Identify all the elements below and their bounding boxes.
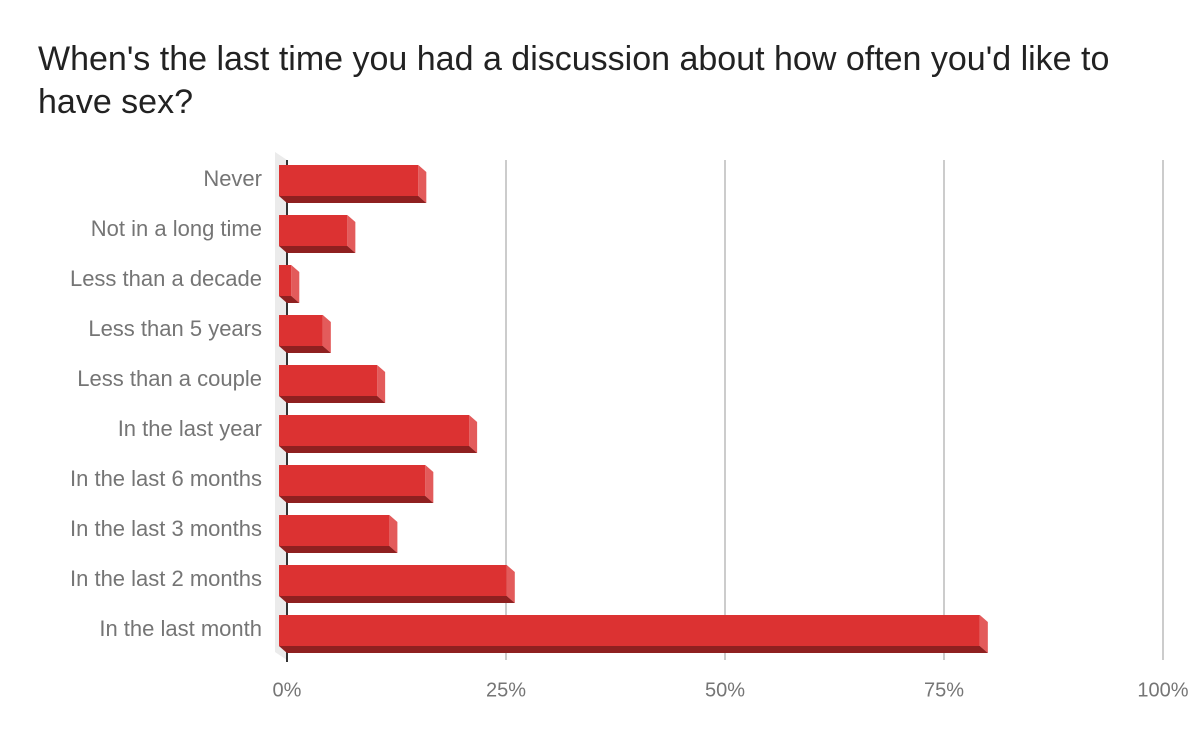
x-tick-label: 25%	[486, 679, 526, 701]
bar-side-shade	[347, 215, 356, 253]
bar-bottom-shade	[279, 246, 356, 253]
bar-front	[279, 515, 390, 546]
bar-side	[425, 465, 434, 503]
bar-front	[279, 615, 980, 646]
bar-bottom-shade	[279, 596, 515, 603]
y-tick-label: In the last 6 months	[70, 466, 262, 491]
y-tick-label: Never	[203, 166, 262, 191]
bar-bottom-shade	[279, 196, 427, 203]
bar-side-shade	[418, 165, 427, 203]
bar-bottom	[279, 646, 988, 653]
bar-bottom	[279, 396, 386, 403]
bar-bottom-shade	[279, 446, 478, 453]
bar-side-shade	[322, 315, 331, 353]
bar-side-shade	[506, 565, 515, 603]
x-tick-label: 0%	[273, 679, 302, 701]
bar-front	[279, 415, 470, 446]
bar-front	[279, 565, 507, 596]
bar	[279, 165, 427, 203]
bar-side-shade	[425, 465, 434, 503]
y-tick-label: In the last year	[118, 416, 262, 441]
x-tick-label: 75%	[924, 679, 964, 701]
bar-side	[389, 515, 398, 553]
bar	[279, 465, 434, 503]
bar-side-shade	[377, 365, 386, 403]
bar-bottom	[279, 446, 478, 453]
x-tick-label: 50%	[705, 679, 745, 701]
bar-bottom-shade	[279, 296, 300, 303]
bar-side	[506, 565, 515, 603]
bar-front	[279, 365, 378, 396]
bar	[279, 565, 515, 603]
bar-side	[291, 265, 300, 303]
bar-side-shade	[469, 415, 478, 453]
bar-bottom	[279, 546, 398, 553]
y-tick-label: In the last 2 months	[70, 566, 262, 591]
bar-front	[279, 315, 323, 346]
bar-bottom-shade	[279, 346, 331, 353]
bar-bottom-shade	[279, 646, 988, 653]
bar	[279, 365, 386, 403]
bar-side	[322, 315, 331, 353]
y-tick-label: In the last 3 months	[70, 516, 262, 541]
bar-bottom-shade	[279, 546, 398, 553]
chart-title: When's the last time you had a discussio…	[38, 40, 1110, 121]
y-tick-label: Not in a long time	[91, 216, 262, 241]
y-tick-label: Less than 5 years	[88, 316, 262, 341]
bar-front	[279, 215, 348, 246]
bar-side-shade	[389, 515, 398, 553]
bar-bottom	[279, 346, 331, 353]
bar	[279, 615, 988, 653]
bar	[279, 315, 331, 353]
bar-side	[418, 165, 427, 203]
bar-bottom-shade	[279, 496, 434, 503]
x-tick-label: 100%	[1137, 679, 1188, 701]
y-tick-label: Less than a couple	[77, 366, 262, 391]
bar	[279, 415, 478, 453]
bar-front	[279, 165, 419, 196]
bar-side	[979, 615, 988, 653]
y-tick-label: Less than a decade	[70, 266, 262, 291]
bar-bottom	[279, 296, 300, 303]
bar-side	[377, 365, 386, 403]
bar	[279, 215, 356, 253]
bar-bottom-shade	[279, 396, 386, 403]
bar	[279, 265, 300, 303]
bar-side-shade	[979, 615, 988, 653]
bar-bottom	[279, 596, 515, 603]
bar-side-shade	[291, 265, 300, 303]
y-tick-label: In the last month	[99, 616, 262, 641]
bar-front	[279, 465, 426, 496]
bar-bottom	[279, 196, 427, 203]
bar-side	[469, 415, 478, 453]
bar-bottom	[279, 246, 356, 253]
bar-side	[347, 215, 356, 253]
bar	[279, 515, 398, 553]
bar-bottom	[279, 496, 434, 503]
bar-front	[279, 265, 292, 296]
